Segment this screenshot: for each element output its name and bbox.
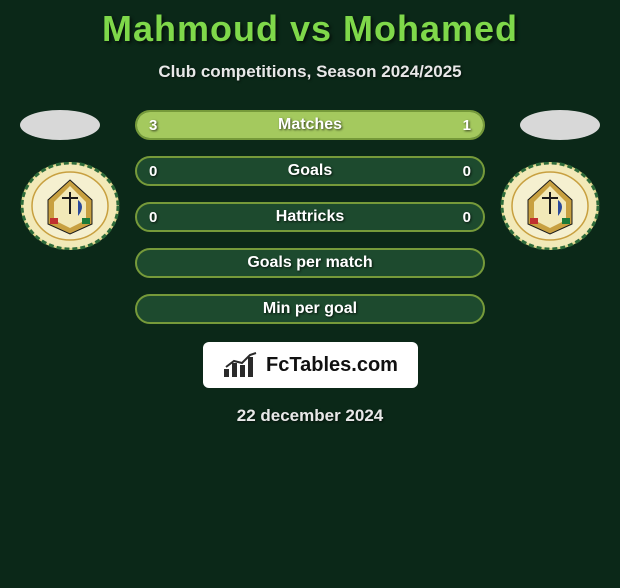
- comparison-bars: 3 1 Matches 0 0 Goals 0 0 Hattricks Goals per mat…: [135, 110, 485, 324]
- player-avatar-right: [520, 110, 600, 140]
- bar-value-right: 0: [463, 209, 471, 226]
- brand-logo-box: FcTables.com: [203, 342, 418, 388]
- subtitle: Club competitions, Season 2024/2025: [0, 62, 620, 82]
- bar-value-right: 0: [463, 163, 471, 180]
- bar-label: Min per goal: [263, 300, 357, 318]
- bar-row: Min per goal: [135, 294, 485, 324]
- club-badge-right: [500, 162, 600, 250]
- club-badge-left: [20, 162, 120, 250]
- bar-value-left: 0: [149, 209, 157, 226]
- page-title: Mahmoud vs Mohamed: [0, 8, 620, 50]
- bar-label: Matches: [278, 116, 342, 134]
- bar-value-left: 0: [149, 163, 157, 180]
- bar-value-right: 1: [463, 117, 471, 134]
- bar-label: Goals: [288, 162, 332, 180]
- bar-value-left: 3: [149, 117, 157, 134]
- bar-row: 0 0 Hattricks: [135, 202, 485, 232]
- comparison-content: 3 1 Matches 0 0 Goals 0 0 Hattricks Goals per mat…: [0, 110, 620, 426]
- bar-label: Goals per match: [247, 254, 372, 272]
- bar-label: Hattricks: [276, 208, 344, 226]
- bar-fill-left: [137, 112, 397, 138]
- bar-row: 0 0 Goals: [135, 156, 485, 186]
- brand-chart-icon: [222, 351, 262, 379]
- date-label: 22 december 2024: [0, 406, 620, 426]
- bar-row: 3 1 Matches: [135, 110, 485, 140]
- brand-name: FcTables.com: [266, 354, 398, 377]
- player-avatar-left: [20, 110, 100, 140]
- bar-row: Goals per match: [135, 248, 485, 278]
